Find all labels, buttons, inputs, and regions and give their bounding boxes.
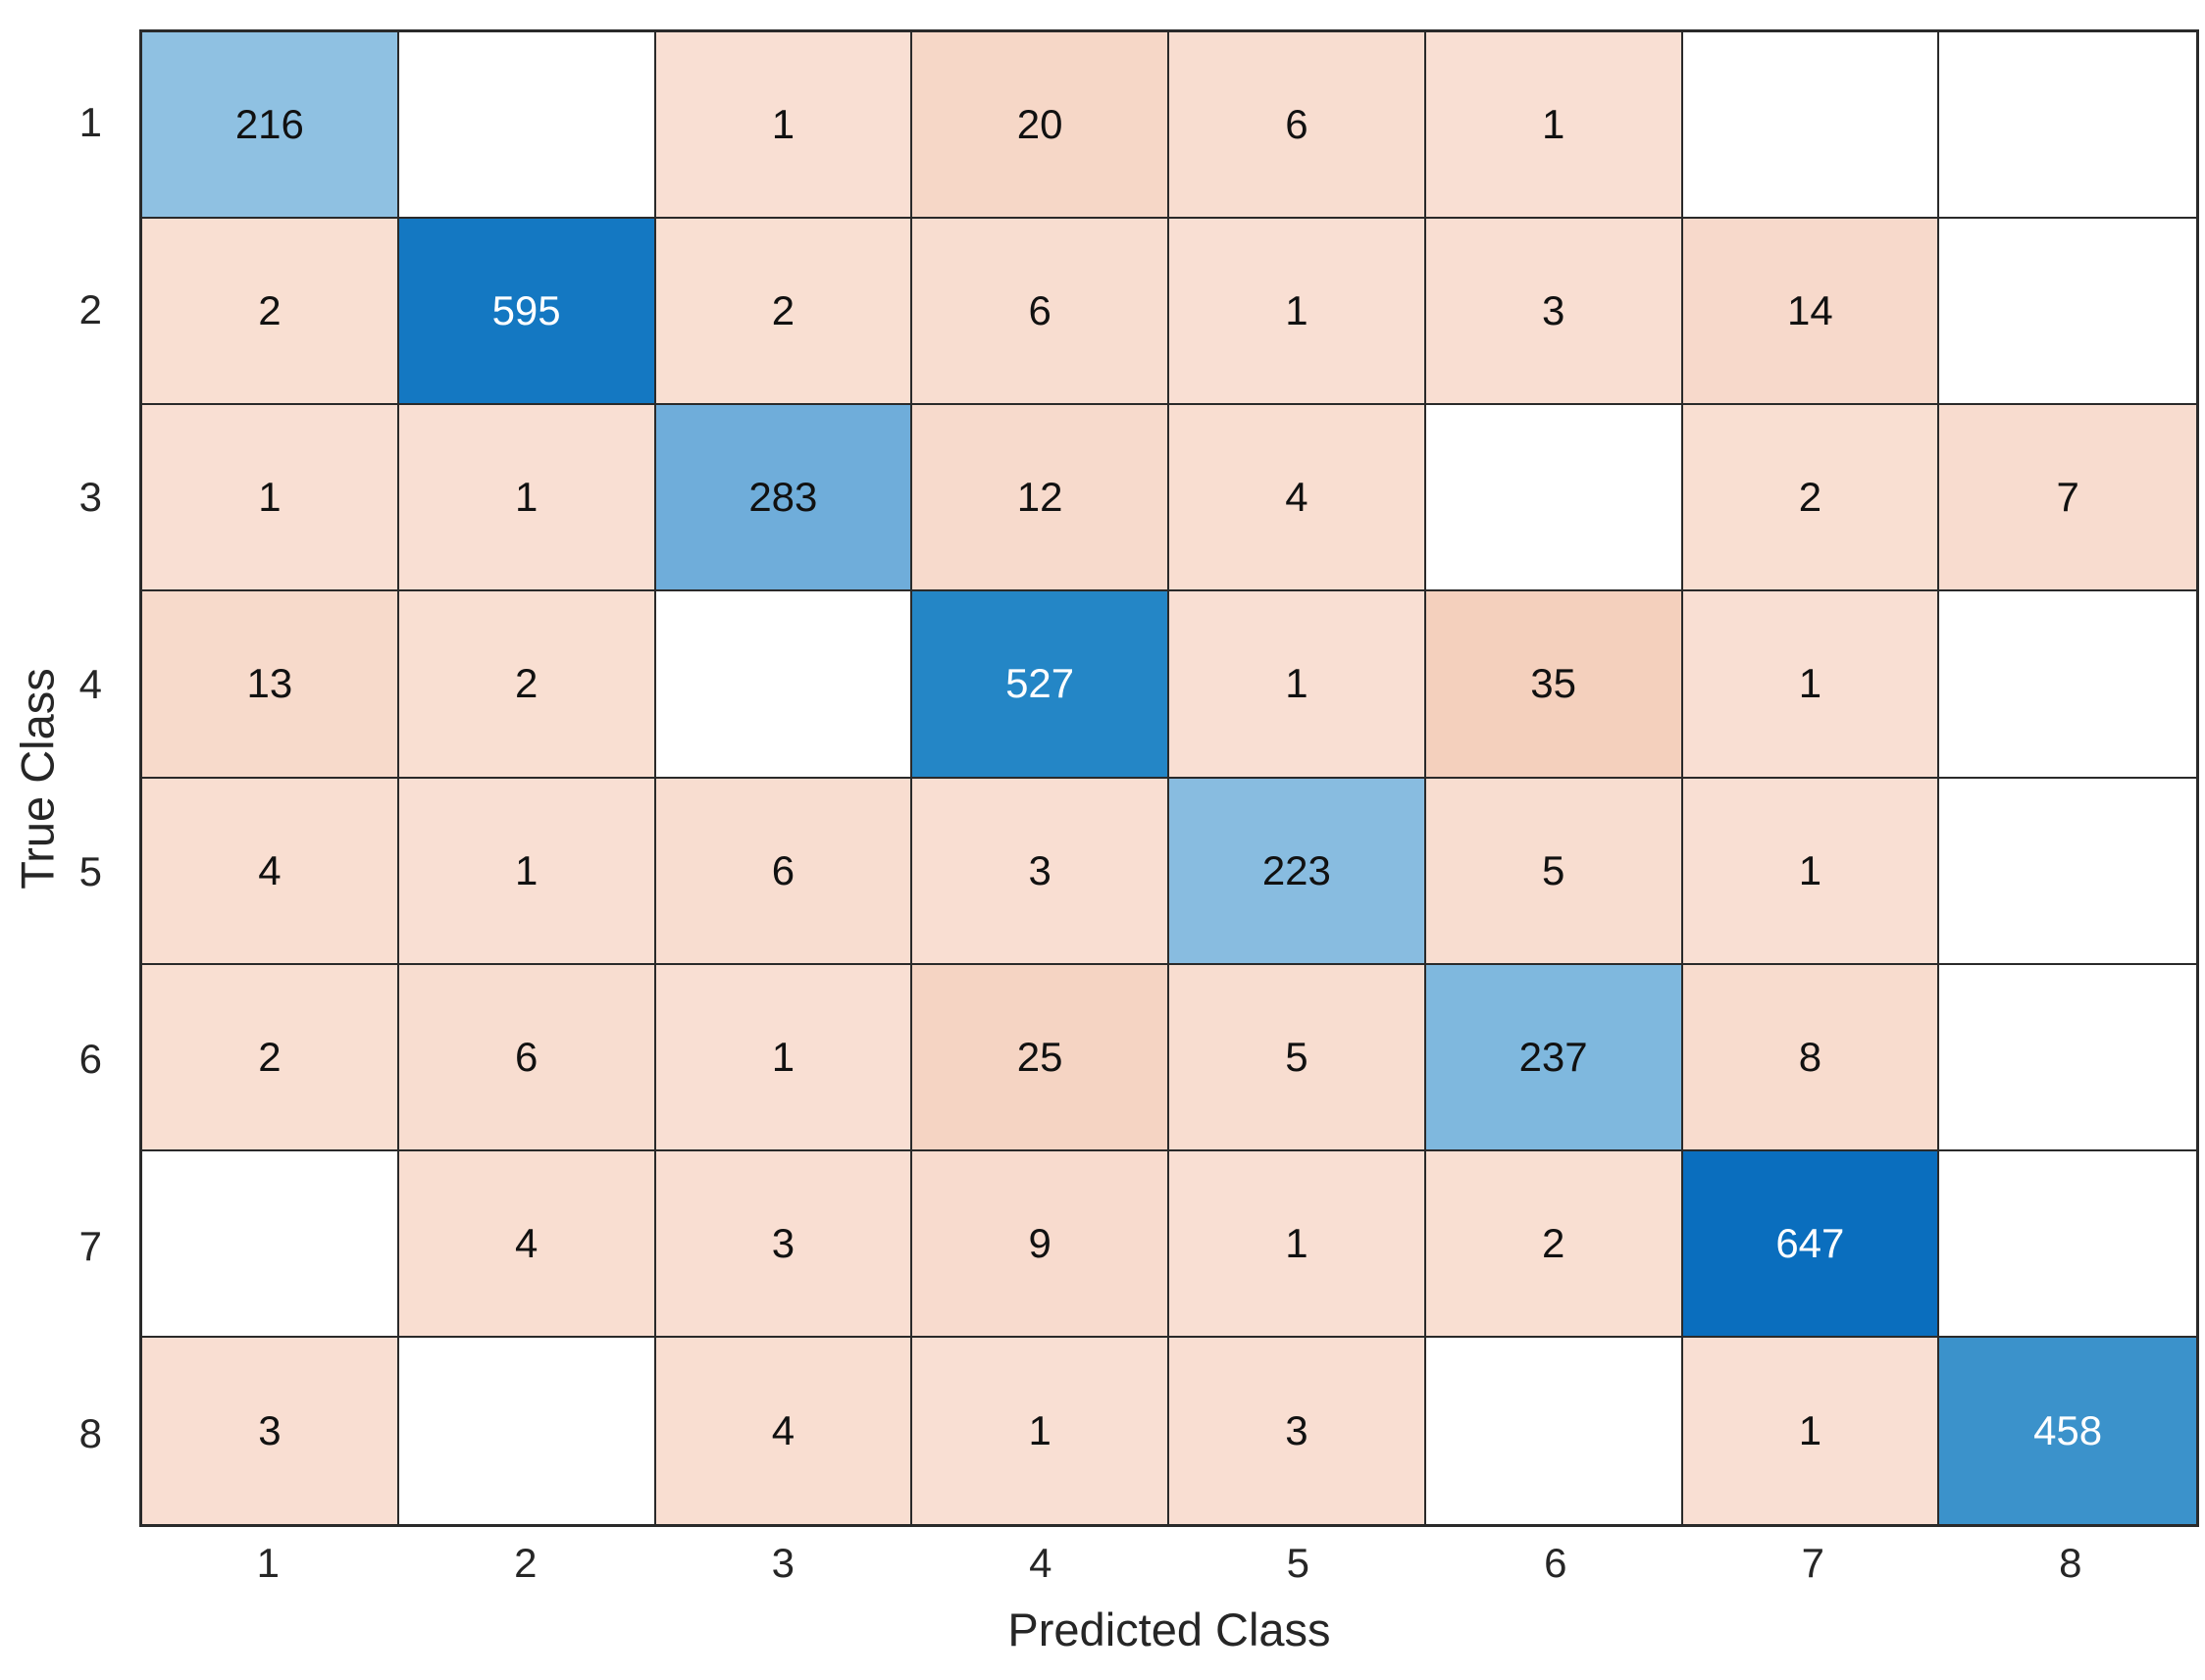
matrix-cell: 1 (1682, 778, 1940, 965)
y-tick-label: 2 (78, 286, 102, 333)
matrix-cell (1939, 964, 2196, 1151)
matrix-cell: 6 (655, 778, 913, 965)
matrix-cell: 3 (1169, 1337, 1426, 1524)
matrix-cell: 5 (1425, 778, 1683, 965)
matrix-cell: 3 (655, 1150, 913, 1338)
matrix-cell (1682, 32, 1940, 220)
y-tick-label: 1 (78, 99, 102, 146)
x-tick-label: 8 (2059, 1540, 2082, 1586)
y-tick-label: 5 (78, 847, 102, 894)
confusion-matrix-grid: 216 1 20 6 1 2 595 2 6 1 3 14 1 1 283 12 4 2 7 13 2 527 1 35 1 4 1… (139, 29, 2199, 1527)
matrix-cell: 25 (912, 964, 1169, 1151)
matrix-cell (142, 1150, 399, 1338)
matrix-cell: 13 (142, 591, 399, 779)
x-tick-label: 1 (256, 1540, 280, 1586)
matrix-cell: 1 (912, 1337, 1169, 1524)
matrix-cell: 2 (655, 219, 913, 406)
matrix-cell: 9 (912, 1150, 1169, 1338)
x-tick-label: 3 (771, 1540, 795, 1586)
matrix-cell: 6 (398, 964, 656, 1151)
matrix-cell (1939, 591, 2196, 779)
matrix-cell (1939, 219, 2196, 406)
matrix-cell: 3 (912, 778, 1169, 965)
matrix-cell (655, 591, 913, 779)
matrix-cell: 4 (1169, 405, 1426, 592)
y-tick-label: 6 (78, 1035, 102, 1082)
matrix-cell: 1 (1169, 591, 1426, 779)
x-tick-label: 6 (1544, 1540, 1567, 1586)
y-axis-ticks: 1 2 3 4 5 6 7 8 (0, 29, 124, 1527)
x-tick-label: 7 (1801, 1540, 1824, 1586)
matrix-cell: 3 (142, 1337, 399, 1524)
x-axis-ticks: 1 2 3 4 5 6 7 8 (139, 1535, 2199, 1592)
matrix-cell: 8 (1682, 964, 1940, 1151)
matrix-cell: 2 (1425, 1150, 1683, 1338)
matrix-cell: 4 (142, 778, 399, 965)
matrix-cell: 12 (912, 405, 1169, 592)
matrix-cell: 527 (912, 591, 1169, 779)
matrix-cell: 4 (398, 1150, 656, 1338)
matrix-cell: 2 (398, 591, 656, 779)
matrix-cell: 20 (912, 32, 1169, 220)
matrix-cell: 1 (1682, 1337, 1940, 1524)
matrix-cell: 3 (1425, 219, 1683, 406)
matrix-cell: 5 (1169, 964, 1426, 1151)
matrix-cell (1939, 1150, 2196, 1338)
matrix-cell: 2 (1682, 405, 1940, 592)
matrix-cell: 1 (1169, 219, 1426, 406)
matrix-cell: 1 (655, 32, 913, 220)
matrix-cell: 6 (912, 219, 1169, 406)
matrix-cell: 1 (1682, 591, 1940, 779)
matrix-cell: 6 (1169, 32, 1426, 220)
matrix-cell: 223 (1169, 778, 1426, 965)
matrix-cell: 1 (1169, 1150, 1426, 1338)
matrix-cell (1425, 405, 1683, 592)
x-axis-label: Predicted Class (1007, 1604, 1331, 1655)
matrix-cell (398, 1337, 656, 1524)
y-tick-label: 3 (78, 474, 102, 521)
matrix-cell: 595 (398, 219, 656, 406)
matrix-cell: 647 (1682, 1150, 1940, 1338)
matrix-cell (1425, 1337, 1683, 1524)
y-tick-label: 4 (78, 661, 102, 708)
matrix-cell (398, 32, 656, 220)
matrix-cell: 2 (142, 964, 399, 1151)
matrix-cell: 7 (1939, 405, 2196, 592)
matrix-cell: 14 (1682, 219, 1940, 406)
matrix-cell: 283 (655, 405, 913, 592)
y-tick-label: 7 (78, 1222, 102, 1269)
matrix-cell: 1 (398, 778, 656, 965)
matrix-cell: 4 (655, 1337, 913, 1524)
x-tick-label: 2 (514, 1540, 538, 1586)
matrix-cell (1939, 32, 2196, 220)
matrix-cell: 237 (1425, 964, 1683, 1151)
matrix-cell: 216 (142, 32, 399, 220)
matrix-cell: 1 (655, 964, 913, 1151)
x-tick-label: 4 (1029, 1540, 1052, 1586)
matrix-cell: 1 (1425, 32, 1683, 220)
x-tick-label: 5 (1286, 1540, 1309, 1586)
matrix-cell: 458 (1939, 1337, 2196, 1524)
y-tick-label: 8 (78, 1409, 102, 1456)
matrix-cell: 1 (142, 405, 399, 592)
matrix-cell: 35 (1425, 591, 1683, 779)
matrix-cell (1939, 778, 2196, 965)
matrix-cell: 2 (142, 219, 399, 406)
matrix-cell: 1 (398, 405, 656, 592)
